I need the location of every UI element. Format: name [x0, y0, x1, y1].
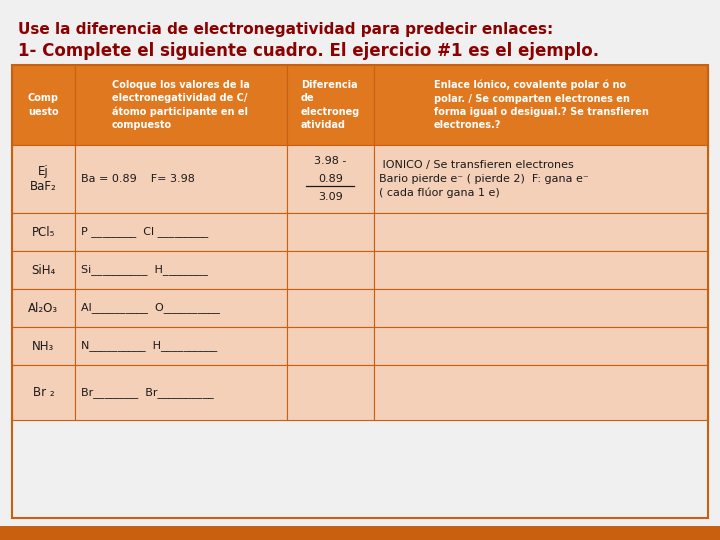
Bar	[75, 65, 287, 145]
Bar	[374, 365, 708, 420]
Bar	[287, 145, 374, 213]
Bar	[287, 251, 374, 289]
Text: Coloque los valores de la
electronegatividad de C/
átomo participante en el
comp: Coloque los valores de la electronegativ…	[112, 80, 250, 130]
Bar	[374, 289, 708, 327]
Bar	[12, 65, 75, 145]
Bar	[75, 145, 287, 213]
Text: Al₂O₃: Al₂O₃	[28, 301, 58, 314]
Text: Diferencia
de
electroneg
atividad: Diferencia de electroneg atividad	[301, 80, 360, 130]
Text: NH₃: NH₃	[32, 340, 55, 353]
Text: Enlace Iónico, covalente polar ó no
polar. / Se comparten electrones en
forma ig: Enlace Iónico, covalente polar ó no pola…	[433, 80, 649, 130]
Text: P ________  Cl _________: P ________ Cl _________	[81, 227, 208, 238]
Bar	[0, 526, 720, 540]
Text: 0.89: 0.89	[318, 174, 343, 184]
Bar	[12, 327, 75, 365]
Text: Si__________  H________: Si__________ H________	[81, 265, 207, 275]
Bar	[287, 289, 374, 327]
Bar	[287, 213, 374, 251]
Bar	[75, 327, 287, 365]
Bar	[12, 213, 75, 251]
Bar	[374, 251, 708, 289]
Bar	[12, 65, 708, 518]
Bar	[75, 289, 287, 327]
Bar	[12, 289, 75, 327]
Bar	[287, 327, 374, 365]
Bar	[12, 251, 75, 289]
Bar	[287, 65, 374, 145]
Bar	[374, 213, 708, 251]
Bar	[75, 365, 287, 420]
Bar	[75, 213, 287, 251]
Text: N__________  H__________: N__________ H__________	[81, 341, 217, 352]
Text: Al__________  O__________: Al__________ O__________	[81, 302, 220, 313]
Text: 1- Complete el siguiente cuadro. El ejercicio #1 es el ejemplo.: 1- Complete el siguiente cuadro. El ejer…	[18, 42, 599, 60]
Text: IONICO / Se transfieren electrones
Bario pierde e⁻ ( pierde 2)  F: gana e⁻
( cad: IONICO / Se transfieren electrones Bario…	[379, 160, 589, 198]
Bar	[287, 365, 374, 420]
Bar	[374, 65, 708, 145]
Text: 3.98 -: 3.98 -	[314, 156, 346, 166]
Text: PCl₅: PCl₅	[32, 226, 55, 239]
Text: Use la diferencia de electronegatividad para predecir enlaces:: Use la diferencia de electronegatividad …	[18, 22, 553, 37]
Text: Ba = 0.89    F= 3.98: Ba = 0.89 F= 3.98	[81, 174, 194, 184]
Text: Ej
BaF₂: Ej BaF₂	[30, 165, 57, 193]
Text: Comp
uesto: Comp uesto	[28, 93, 59, 117]
Text: SiH₄: SiH₄	[31, 264, 55, 276]
Bar	[374, 145, 708, 213]
Text: Br ₂: Br ₂	[32, 386, 54, 399]
Text: 3.09: 3.09	[318, 192, 343, 202]
Bar	[12, 365, 75, 420]
Text: Br________  Br__________: Br________ Br__________	[81, 387, 213, 398]
Bar	[75, 251, 287, 289]
Bar	[374, 327, 708, 365]
Bar	[12, 145, 75, 213]
